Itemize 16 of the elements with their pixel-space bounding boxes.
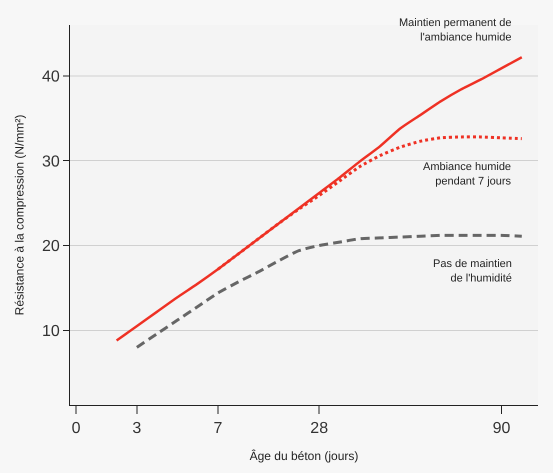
y-tick-label: 40 <box>42 68 60 86</box>
x-tick-label: 7 <box>213 420 222 438</box>
y-axis-title: Résistance à la compression (N/mm²) <box>12 114 26 316</box>
x-tick-label: 0 <box>72 420 81 438</box>
text: Pas de maintien de l'humidité <box>433 258 512 284</box>
y-tick-label: 20 <box>42 238 60 256</box>
series-label: Maintien permanent de l'ambiance humide <box>399 17 512 44</box>
y-tick-label: 10 <box>42 322 60 340</box>
y-tick-label: 30 <box>42 153 60 170</box>
line-series <box>115 56 524 342</box>
x-tick-label: 90 <box>492 420 511 438</box>
x-axis-title: Âge du béton (jours) <box>250 449 358 464</box>
x-tick-label: 28 <box>310 420 328 438</box>
x-tick-label: 3 <box>132 420 142 438</box>
line-series <box>135 234 524 349</box>
series-label: Ambiance humide pendant 7 jours <box>423 161 512 188</box>
